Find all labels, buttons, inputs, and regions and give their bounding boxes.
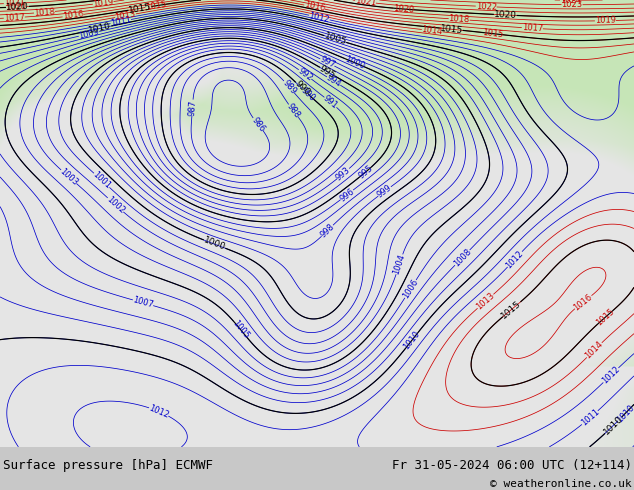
Text: 1007: 1007 — [132, 295, 155, 310]
Text: 1014: 1014 — [421, 25, 443, 36]
Text: 1017: 1017 — [4, 13, 25, 23]
Text: 1023: 1023 — [562, 0, 583, 9]
Text: 1020: 1020 — [393, 4, 415, 14]
Text: 993: 993 — [334, 165, 352, 182]
Text: 1018: 1018 — [448, 14, 470, 24]
Text: 1013: 1013 — [114, 9, 137, 22]
Text: 1010: 1010 — [88, 22, 112, 35]
Text: 998: 998 — [318, 222, 336, 240]
Text: 999: 999 — [375, 183, 394, 200]
Text: 1018: 1018 — [34, 7, 55, 18]
Text: 1008: 1008 — [452, 247, 473, 269]
Text: 1001: 1001 — [91, 170, 112, 191]
Text: 1015: 1015 — [145, 0, 167, 12]
Text: © weatheronline.co.uk: © weatheronline.co.uk — [490, 479, 632, 489]
Text: 1005: 1005 — [230, 318, 250, 340]
Text: 1016: 1016 — [572, 292, 594, 312]
Text: 1015: 1015 — [500, 298, 523, 320]
Text: 1015: 1015 — [439, 24, 463, 35]
Text: 1020: 1020 — [494, 10, 517, 20]
Text: 1024: 1024 — [560, 0, 581, 5]
Text: 1000: 1000 — [343, 54, 366, 71]
Text: 987: 987 — [188, 99, 198, 116]
Text: 1004: 1004 — [392, 253, 407, 276]
Text: 1003: 1003 — [58, 167, 80, 187]
Text: 1006: 1006 — [401, 278, 420, 300]
Text: 1017: 1017 — [522, 23, 543, 33]
Text: 995: 995 — [356, 164, 375, 181]
Text: 1013: 1013 — [475, 291, 496, 312]
Text: 989: 989 — [281, 78, 298, 96]
Text: 1010: 1010 — [402, 329, 422, 351]
Text: 1015: 1015 — [482, 28, 503, 39]
Text: 1016: 1016 — [62, 10, 84, 22]
Text: 1012: 1012 — [148, 403, 171, 420]
Text: 1021: 1021 — [354, 0, 377, 8]
Text: 1012: 1012 — [308, 11, 330, 24]
Text: 1010: 1010 — [602, 414, 624, 437]
Text: 1012: 1012 — [600, 365, 621, 386]
Text: Fr 31-05-2024 06:00 UTC (12+114): Fr 31-05-2024 06:00 UTC (12+114) — [392, 459, 632, 472]
Text: 1005: 1005 — [323, 31, 347, 47]
Text: 1016: 1016 — [304, 0, 326, 14]
Text: 1009: 1009 — [78, 27, 100, 41]
Text: 992: 992 — [296, 66, 314, 83]
Text: 996: 996 — [338, 187, 356, 203]
Text: 1011: 1011 — [110, 15, 132, 28]
Text: 1020: 1020 — [5, 2, 27, 12]
Text: 1022: 1022 — [476, 1, 497, 11]
Text: 1019: 1019 — [595, 16, 616, 25]
Text: 986: 986 — [250, 115, 266, 133]
Text: 997: 997 — [318, 55, 337, 70]
Text: 990: 990 — [299, 86, 317, 103]
Text: 1020: 1020 — [6, 2, 29, 12]
Text: 994: 994 — [325, 73, 343, 89]
Text: 995: 995 — [318, 64, 337, 80]
Text: 990: 990 — [292, 79, 311, 98]
Text: 1000: 1000 — [202, 236, 227, 252]
Text: 1015: 1015 — [595, 307, 616, 327]
Text: 991: 991 — [321, 94, 339, 111]
Text: Surface pressure [hPa] ECMWF: Surface pressure [hPa] ECMWF — [3, 459, 213, 472]
Text: 1011: 1011 — [579, 408, 601, 428]
Text: 1012: 1012 — [505, 248, 526, 270]
Text: 1014: 1014 — [584, 340, 605, 361]
Text: 1015: 1015 — [128, 2, 152, 15]
Text: 1019: 1019 — [93, 0, 114, 9]
Text: 1010: 1010 — [615, 403, 634, 424]
Text: 988: 988 — [285, 102, 302, 120]
Text: 1002: 1002 — [105, 195, 126, 215]
Text: 1021: 1021 — [4, 0, 25, 8]
